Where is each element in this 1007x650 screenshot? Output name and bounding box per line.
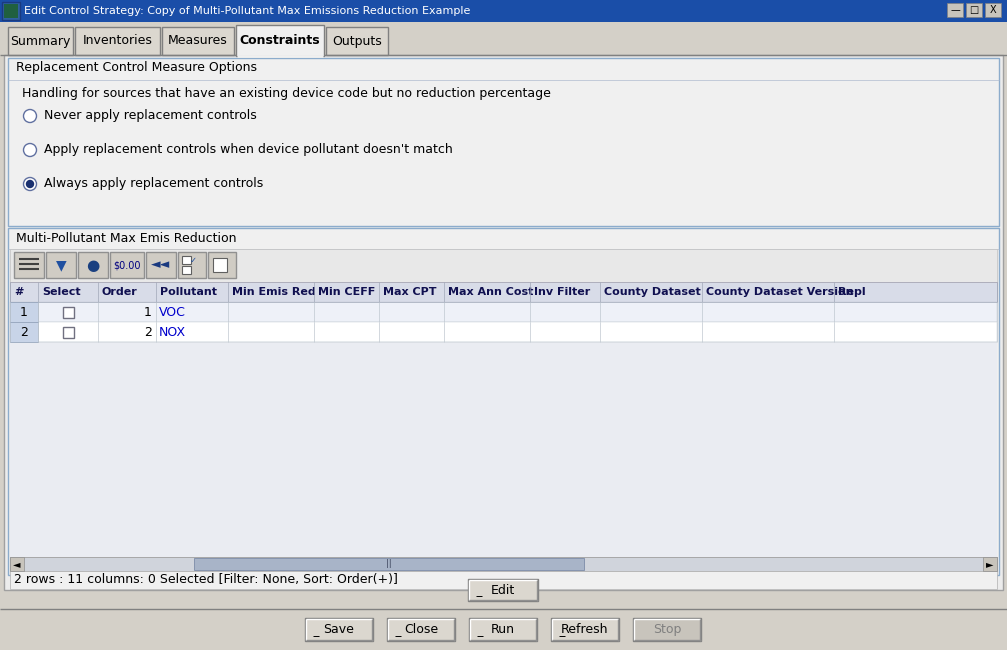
Text: Max CPT: Max CPT: [383, 287, 436, 297]
Text: ◄◄: ◄◄: [151, 259, 170, 272]
Text: 2: 2: [20, 326, 28, 339]
Text: Inv Filter: Inv Filter: [534, 287, 590, 297]
Bar: [62, 307, 74, 317]
Bar: [10, 557, 24, 571]
Bar: [10, 322, 38, 342]
Bar: [8, 27, 73, 55]
Text: 2 rows : 11 columns: 0 Selected [Filter: None, Sort: Order(+)]: 2 rows : 11 columns: 0 Selected [Filter:…: [14, 573, 398, 586]
Text: Save: Save: [323, 623, 354, 636]
Text: Summary: Summary: [10, 34, 70, 47]
Text: ►: ►: [986, 559, 994, 569]
Text: NOX: NOX: [159, 326, 186, 339]
Text: Edit Control Strategy: Copy of Multi-Pollutant Max Emissions Reduction Example: Edit Control Strategy: Copy of Multi-Pol…: [24, 6, 470, 16]
Circle shape: [23, 144, 36, 157]
Text: Pollutant: Pollutant: [160, 287, 217, 297]
Bar: [985, 3, 1001, 17]
Text: Replacement Control Measure Options: Replacement Control Measure Options: [16, 62, 257, 75]
Bar: [182, 256, 191, 264]
Text: 1: 1: [20, 306, 28, 318]
Bar: [983, 557, 997, 571]
Text: □: □: [970, 5, 979, 15]
Text: Never apply replacement controls: Never apply replacement controls: [44, 109, 257, 122]
Bar: [8, 58, 999, 226]
Text: Handling for sources that have an existing device code but no reduction percenta: Handling for sources that have an existi…: [22, 88, 551, 101]
Circle shape: [23, 177, 36, 190]
Bar: [387, 618, 455, 641]
Bar: [10, 302, 38, 322]
Bar: [947, 3, 963, 17]
Bar: [966, 3, 982, 17]
Text: ||: ||: [386, 560, 392, 569]
Text: Min Emis Red: Min Emis Red: [232, 287, 316, 297]
Bar: [10, 571, 997, 589]
Text: Measures: Measures: [168, 34, 228, 47]
Bar: [10, 249, 997, 282]
Bar: [551, 618, 619, 641]
Text: Max Ann Cost: Max Ann Cost: [448, 287, 534, 297]
Bar: [633, 618, 701, 641]
Bar: [162, 27, 234, 55]
Bar: [326, 27, 388, 55]
Text: Stop: Stop: [653, 623, 681, 636]
Bar: [4, 55, 1003, 590]
Text: Outputs: Outputs: [332, 34, 382, 47]
Text: Inventories: Inventories: [83, 34, 152, 47]
Bar: [0, 0, 1007, 22]
Bar: [182, 266, 191, 274]
Text: ✓: ✓: [189, 255, 196, 265]
Text: Edit: Edit: [490, 584, 516, 597]
Bar: [8, 228, 999, 575]
Bar: [146, 252, 176, 278]
Bar: [305, 618, 373, 641]
Text: County Dataset: County Dataset: [604, 287, 701, 297]
Circle shape: [23, 109, 36, 122]
Bar: [78, 252, 108, 278]
Text: Apply replacement controls when device pollutant doesn't match: Apply replacement controls when device p…: [44, 144, 453, 157]
Bar: [10, 342, 997, 557]
Bar: [75, 27, 160, 55]
Text: Repl: Repl: [838, 287, 866, 297]
Text: Run: Run: [491, 623, 515, 636]
Bar: [10, 282, 997, 302]
Text: #: #: [14, 287, 23, 297]
Bar: [468, 579, 538, 601]
Text: VOC: VOC: [159, 306, 186, 318]
Text: Constraints: Constraints: [240, 34, 320, 47]
Text: $0.00: $0.00: [113, 260, 141, 270]
Bar: [236, 25, 324, 56]
Text: Select: Select: [42, 287, 81, 297]
Text: County Dataset Version: County Dataset Version: [706, 287, 854, 297]
Text: X: X: [990, 5, 996, 15]
Bar: [2, 2, 20, 20]
Bar: [4, 4, 18, 18]
Text: ◄: ◄: [13, 559, 21, 569]
Bar: [10, 322, 997, 342]
Text: —: —: [951, 5, 960, 15]
Text: Always apply replacement controls: Always apply replacement controls: [44, 177, 263, 190]
Bar: [194, 558, 584, 570]
Text: 2: 2: [144, 326, 152, 339]
Bar: [469, 618, 537, 641]
Bar: [0, 22, 1007, 55]
Bar: [213, 258, 227, 272]
Bar: [178, 252, 206, 278]
Bar: [46, 252, 76, 278]
Circle shape: [26, 181, 33, 187]
Bar: [14, 252, 44, 278]
Bar: [110, 252, 144, 278]
Text: Order: Order: [102, 287, 138, 297]
Bar: [208, 252, 236, 278]
Bar: [0, 609, 1007, 650]
Bar: [10, 557, 997, 571]
Bar: [62, 326, 74, 337]
Text: Refresh: Refresh: [561, 623, 609, 636]
Text: ●: ●: [87, 257, 100, 272]
Text: ▼: ▼: [55, 258, 66, 272]
Text: 1: 1: [144, 306, 152, 318]
Text: Multi-Pollutant Max Emis Reduction: Multi-Pollutant Max Emis Reduction: [16, 231, 237, 244]
Text: Min CEFF: Min CEFF: [318, 287, 376, 297]
Bar: [10, 302, 997, 322]
Text: Close: Close: [404, 623, 438, 636]
